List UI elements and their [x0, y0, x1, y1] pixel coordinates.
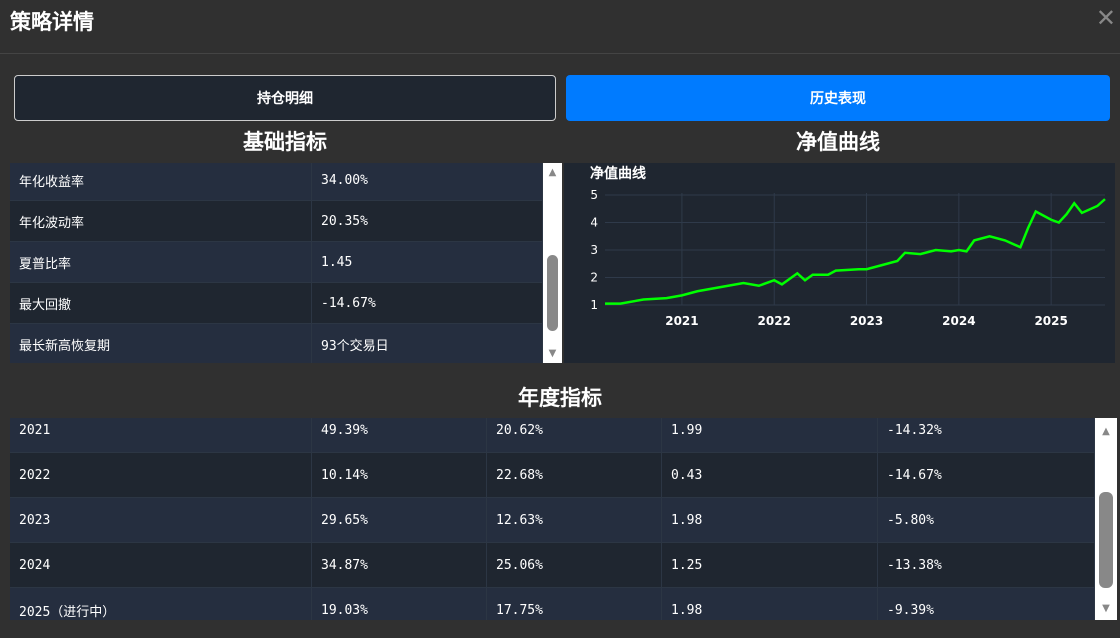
y-tick-label: 2	[590, 271, 598, 285]
annual-metrics-title: 年度指标	[518, 386, 602, 410]
table-row: 年化收益率 34.00%	[10, 163, 543, 201]
table-cell: 年化波动率	[10, 201, 312, 241]
table-cell: 93个交易日	[312, 324, 543, 363]
y-tick-label: 3	[590, 243, 598, 257]
table-row: 最长新高恢复期 93个交易日	[10, 324, 543, 363]
scroll-thumb[interactable]	[547, 255, 558, 331]
table-cell: 20.62%	[487, 418, 662, 452]
table-row: 年化波动率 20.35%	[10, 201, 543, 242]
table-cell: 10.14%	[312, 453, 487, 497]
table-row: 2024 34.87% 25.06% 1.25 -13.38%	[10, 543, 1095, 588]
table-cell: 2022	[10, 453, 312, 497]
table-cell: 最大回撤	[10, 283, 312, 323]
annual-metrics-table: 2021 49.39% 20.62% 1.99 -14.32% 2022 10.14% 22.…	[10, 418, 1095, 620]
scroll-up-icon[interactable]: ▲	[1102, 426, 1110, 437]
y-tick-label: 1	[590, 298, 598, 312]
table-cell: 29.65%	[312, 498, 487, 542]
table-cell: 1.98	[662, 498, 878, 542]
nav-curve-title: 净值曲线	[796, 130, 880, 154]
table-cell: -9.39%	[878, 588, 1095, 620]
table-row: 2021 49.39% 20.62% 1.99 -14.32%	[10, 418, 1095, 453]
table-cell: -13.38%	[878, 543, 1095, 587]
chart-title: 净值曲线	[590, 165, 646, 182]
close-icon[interactable]: ✕	[1095, 4, 1116, 32]
table-cell: 22.68%	[487, 453, 662, 497]
table-row: 2022 10.14% 22.68% 0.43 -14.67%	[10, 453, 1095, 498]
table-cell: 2021	[10, 418, 312, 452]
table-row: 夏普比率 1.45	[10, 242, 543, 283]
table-cell: -14.67%	[312, 283, 543, 323]
table-cell: 34.00%	[312, 163, 543, 200]
x-tick-label: 2025	[1034, 314, 1067, 328]
table-cell: 1.99	[662, 418, 878, 452]
tab-history[interactable]: 历史表现	[566, 75, 1110, 121]
table-cell: 夏普比率	[10, 242, 312, 282]
nav-chart: 净值曲线 1 2 3 4 5 2021 2022 2023 2024 2025	[564, 163, 1115, 363]
table-cell: 20.35%	[312, 201, 543, 241]
table-cell: 年化收益率	[10, 163, 312, 200]
scroll-thumb[interactable]	[1099, 492, 1113, 588]
x-tick-label: 2024	[942, 314, 975, 328]
nav-line	[605, 198, 1106, 305]
y-tick-label: 4	[590, 216, 598, 230]
table-row: 2025（进行中） 19.03% 17.75% 1.98 -9.39%	[10, 588, 1095, 620]
table-cell: 0.43	[662, 453, 878, 497]
divider	[0, 53, 1120, 54]
basic-metrics-table: 年化收益率 34.00% 年化波动率 20.35% 夏普比率 1.45 最大回撤 -14.67…	[10, 163, 543, 363]
scroll-down-icon[interactable]: ▼	[1102, 603, 1110, 614]
table-cell: 最长新高恢复期	[10, 324, 312, 363]
table-cell: 34.87%	[312, 543, 487, 587]
table-cell: 1.45	[312, 242, 543, 282]
table-cell: 25.06%	[487, 543, 662, 587]
basic-metrics-title: 基础指标	[243, 130, 327, 154]
table-cell: 1.98	[662, 588, 878, 620]
table-cell: -14.67%	[878, 453, 1095, 497]
table-row: 最大回撤 -14.67%	[10, 283, 543, 324]
x-tick-label: 2022	[758, 314, 791, 328]
annual-scrollbar[interactable]: ▲ ▼	[1095, 418, 1117, 620]
scroll-down-icon[interactable]: ▼	[548, 348, 557, 359]
table-cell: 2023	[10, 498, 312, 542]
basic-scrollbar[interactable]: ▲ ▼	[543, 163, 562, 363]
table-row: 2023 29.65% 12.63% 1.98 -5.80%	[10, 498, 1095, 543]
table-cell: 12.63%	[487, 498, 662, 542]
table-cell: 2025（进行中）	[10, 588, 312, 620]
scroll-up-icon[interactable]: ▲	[548, 167, 557, 178]
table-cell: 49.39%	[312, 418, 487, 452]
table-cell: 17.75%	[487, 588, 662, 620]
table-cell: -14.32%	[878, 418, 1095, 452]
table-cell: 1.25	[662, 543, 878, 587]
tab-holdings[interactable]: 持仓明细	[14, 75, 556, 121]
table-cell: -5.80%	[878, 498, 1095, 542]
table-cell: 19.03%	[312, 588, 487, 620]
y-tick-label: 5	[590, 188, 598, 202]
x-tick-label: 2023	[850, 314, 883, 328]
x-tick-label: 2021	[665, 314, 698, 328]
dialog-title: 策略详情	[10, 10, 94, 34]
table-cell: 2024	[10, 543, 312, 587]
